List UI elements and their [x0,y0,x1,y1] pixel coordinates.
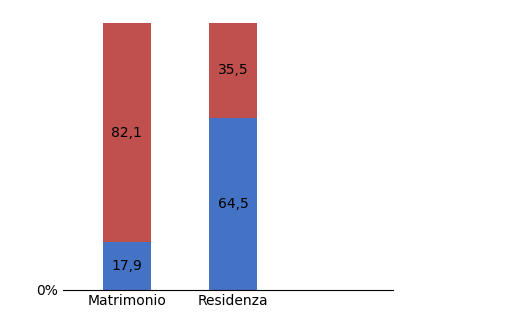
Text: 35,5: 35,5 [218,63,248,77]
Bar [103,242,151,290]
Text: 82,1: 82,1 [111,126,142,139]
Bar [209,23,257,118]
Text: 17,9: 17,9 [111,259,142,273]
Bar [103,23,151,242]
Bar [209,118,257,290]
Text: 64,5: 64,5 [218,197,249,211]
